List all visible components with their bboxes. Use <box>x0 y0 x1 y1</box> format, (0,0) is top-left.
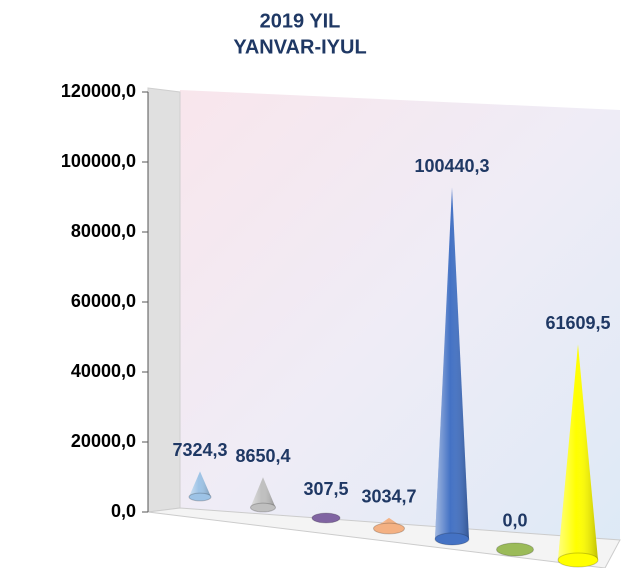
cone-base <box>496 542 534 557</box>
y-tick-label: 80000,0 <box>71 221 136 241</box>
cone-shade <box>435 187 469 539</box>
cone-base <box>373 522 405 535</box>
cone-base <box>250 502 276 513</box>
chart-title: 2019 YIL <box>260 10 341 32</box>
y-tick-label: 40000,0 <box>71 361 136 381</box>
y-tick-label: 60000,0 <box>71 291 136 311</box>
y-tick-label: 120000,0 <box>61 81 136 101</box>
cone-base <box>434 532 470 546</box>
cone-base <box>188 492 212 502</box>
value-label: 100440,3 <box>414 156 489 176</box>
cone-shade <box>189 471 211 497</box>
value-label: 3034,7 <box>361 487 416 507</box>
value-label: 7324,3 <box>172 440 227 460</box>
value-label: 307,5 <box>303 479 348 499</box>
background-map <box>180 90 620 540</box>
y-tick-label: 0,0 <box>111 501 136 521</box>
value-label: 0,0 <box>502 510 527 530</box>
value-label: 8650,4 <box>235 446 290 466</box>
y-tick-label: 20000,0 <box>71 431 136 451</box>
value-label: 61609,5 <box>545 313 610 333</box>
cone-shade <box>558 344 598 560</box>
cone-base <box>557 552 599 568</box>
y-tick-label: 100000,0 <box>61 151 136 171</box>
cone-shade <box>250 477 276 508</box>
cone-base <box>311 512 341 524</box>
chart-subtitle: YANVAR-IYUL <box>233 36 366 58</box>
